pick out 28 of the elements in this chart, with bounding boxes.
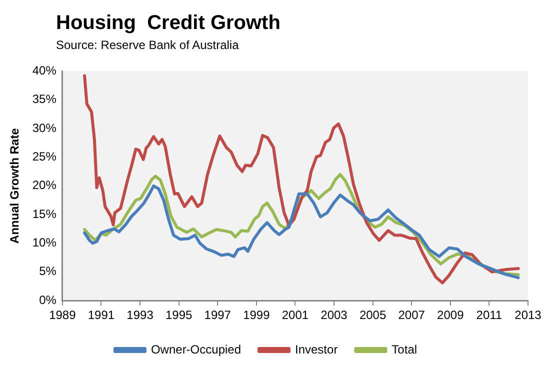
x-tick-label: 2007 (398, 308, 426, 322)
x-tick-label: 1989 (49, 308, 76, 322)
x-tick-label: 2011 (476, 308, 502, 322)
y-tick-label: 10% (32, 236, 57, 250)
x-tick-label: 1997 (204, 308, 232, 322)
chart-title: Housing Credit Growth (56, 12, 280, 35)
y-tick-label: 5% (39, 264, 57, 278)
y-tick-label: 25% (32, 150, 57, 164)
x-tick-label: 2003 (320, 308, 348, 322)
y-tick-label: 40% (32, 64, 57, 78)
y-tick-label: 15% (32, 206, 57, 221)
y-tick-label: 20% (32, 178, 57, 192)
x-tick-label: 2005 (359, 308, 386, 322)
x-tick-label: 1991 (88, 308, 115, 322)
y-tick-label: 35% (32, 92, 57, 106)
x-tick-label: 2013 (514, 308, 542, 322)
y-tick-label: 30% (32, 120, 57, 135)
source-note: Source: Reserve Bank of Australia (56, 38, 239, 52)
legend-label: Total (392, 342, 418, 356)
x-tick-label: 1995 (165, 308, 192, 322)
y-tick-label: 0% (39, 292, 57, 307)
x-tick-label: 1993 (126, 308, 154, 322)
x-tick-label: 1999 (243, 308, 270, 322)
x-tick-label: 2001 (282, 308, 309, 322)
legend-label: Owner-Occupied (150, 342, 242, 356)
legend-label: Investor (295, 342, 338, 356)
x-tick-label: 2009 (437, 308, 464, 322)
y-axis-title: Annual Growth Rate (8, 128, 22, 244)
